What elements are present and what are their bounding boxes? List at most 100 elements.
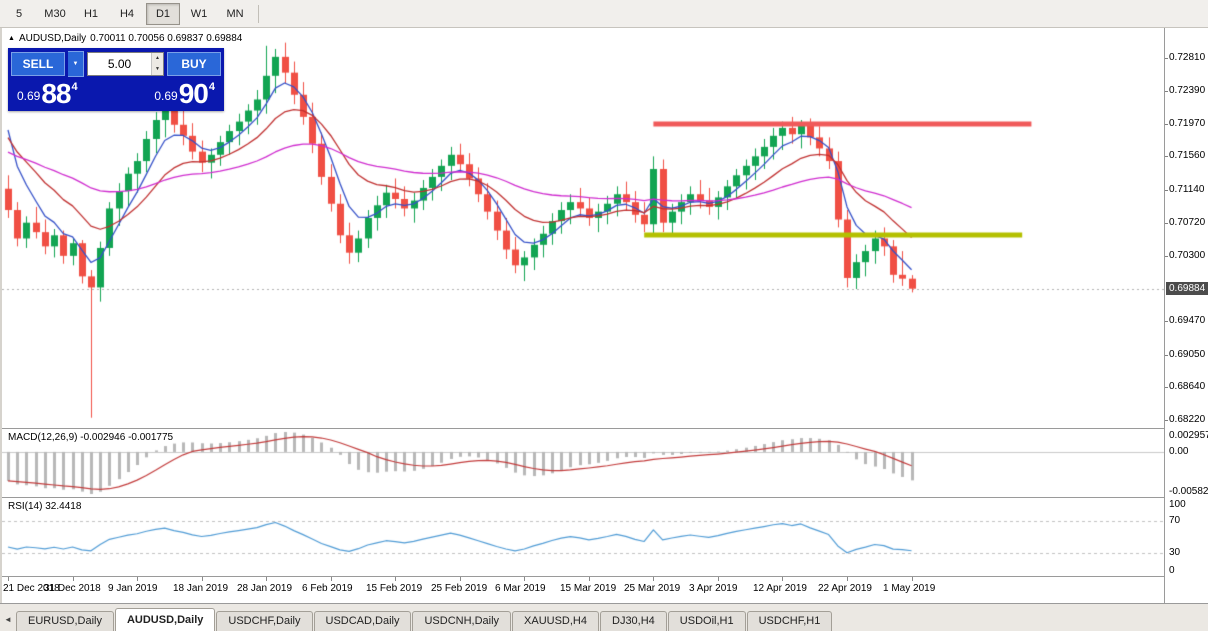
chart-ohlc-values: 0.70011 0.70056 0.69837 0.69884	[90, 33, 243, 44]
one-click-trading-panel: SELL ▼ ▲ ▼ BUY 0.69 88 4 0.69 90 4	[8, 48, 224, 111]
chart-symbol-label: AUDUSD,Daily	[18, 33, 87, 44]
date-label: 12 Apr 2019	[753, 583, 807, 594]
price-scale-tick	[1165, 255, 1168, 257]
buy-price-pip: 4	[208, 81, 215, 93]
chart-tab-usdchf-h1[interactable]: USDCHF,H1	[746, 611, 833, 631]
price-scale-label: 0.70720	[1169, 216, 1206, 228]
chart-tabs-bar: ◄ EURUSD,Daily AUDUSD,Daily USDCHF,Daily US…	[0, 603, 1208, 631]
timeframe-button-h1[interactable]: H1	[83, 7, 99, 20]
chart-tab-usdcnh-daily[interactable]: USDCNH,Daily	[412, 611, 512, 631]
date-label: 1 May 2019	[883, 583, 936, 594]
date-label: 28 Jan 2019	[237, 583, 293, 594]
buy-button[interactable]: BUY	[167, 52, 221, 76]
macd-scale-label: 0.00	[1169, 445, 1189, 457]
buy-price[interactable]: 0.69 90 4	[154, 78, 215, 109]
sell-price-pip: 4	[71, 81, 78, 93]
date-axis[interactable]: 21 Dec 2018 31 Dec 2018 9 Jan 2019 18 Jan 2…	[2, 577, 1164, 603]
date-label: 31 Dec 2018	[44, 583, 101, 594]
price-scale-label: 0.68220	[1169, 414, 1206, 426]
chart-tabs: EURUSD,Daily AUDUSD,Daily USDCHF,Daily USDC…	[16, 604, 833, 631]
order-type-dropdown[interactable]: ▼	[68, 51, 84, 77]
volume-spinner: ▲ ▼	[151, 53, 163, 75]
price-scale-tick	[1165, 189, 1168, 191]
timeframe-button-mn[interactable]: MN	[226, 7, 244, 20]
rsi-indicator-label: RSI(14) 32.4418	[8, 501, 82, 512]
timeframe-button-5[interactable]: 5	[15, 7, 23, 20]
price-scale-tick	[1165, 420, 1168, 422]
volume-input[interactable]	[88, 53, 152, 75]
date-axis-tick	[137, 577, 138, 581]
date-axis-tick	[266, 577, 267, 581]
price-scale-tick	[1165, 123, 1168, 125]
date-axis-tick	[202, 577, 203, 581]
rsi-scale-label: 100	[1169, 499, 1186, 510]
volume-down-icon[interactable]: ▼	[152, 64, 163, 75]
price-scale-label: 0.72390	[1169, 84, 1206, 96]
rsi-scale-label: 30	[1169, 546, 1181, 558]
date-label: 18 Jan 2019	[173, 583, 229, 594]
rsi-scale-label: 70	[1169, 515, 1181, 527]
price-scale-label: 0.69470	[1169, 315, 1206, 327]
dropdown-arrow-icon: ▼	[72, 61, 79, 67]
date-label: 25 Mar 2019	[624, 583, 681, 594]
sell-price-base: 0.69	[17, 89, 41, 103]
price-scale-label: 0.70300	[1169, 249, 1206, 261]
price-scale-label: 0.68640	[1169, 380, 1206, 392]
price-scale[interactable]: 0.72810 0.72390 0.71970 0.71560 0.71140 0.707…	[1164, 28, 1208, 603]
price-scale-tick	[1165, 222, 1168, 224]
rsi-pane[interactable]	[2, 498, 1164, 576]
date-axis-tick	[331, 577, 332, 581]
pane-separator	[2, 576, 1208, 577]
chart-tab-audusd-daily[interactable]: AUDUSD,Daily	[114, 608, 216, 631]
chart-title: ▲ AUDUSD,Daily 0.70011 0.70056 0.69837 0…	[8, 33, 242, 44]
date-axis-tick	[589, 577, 590, 581]
pane-separator[interactable]	[2, 428, 1208, 429]
date-label: 25 Feb 2019	[431, 583, 488, 594]
timeframe-button-w1[interactable]: W1	[190, 7, 208, 20]
chart-tab-usdcad-daily[interactable]: USDCAD,Daily	[313, 611, 412, 631]
date-label: 21 Dec 2018	[3, 583, 60, 594]
macd-pane[interactable]	[2, 429, 1164, 497]
window-edge	[0, 28, 2, 631]
chart-tab-xauusd-h4[interactable]: XAUUSD,H4	[512, 611, 599, 631]
sell-price[interactable]: 0.69 88 4	[17, 78, 78, 109]
price-scale-label: 0.71140	[1169, 183, 1205, 195]
chart-tab-usdchf-daily[interactable]: USDCHF,Daily	[216, 611, 313, 631]
timeframe-button-h4[interactable]: H4	[119, 7, 135, 20]
volume-box: ▲ ▼	[87, 52, 164, 76]
date-axis-tick	[653, 577, 654, 581]
tab-scroll-left-icon[interactable]: ◄	[4, 615, 12, 624]
date-label: 3 Apr 2019	[689, 583, 738, 594]
rsi-scale-label: 0	[1169, 565, 1175, 576]
timeframe-button-d1[interactable]: D1	[146, 2, 180, 25]
price-scale-tick	[1165, 386, 1168, 388]
date-axis-tick	[912, 577, 913, 581]
date-label: 15 Feb 2019	[366, 583, 423, 594]
price-scale-label: 0.71560	[1169, 150, 1206, 162]
date-label: 6 Mar 2019	[495, 583, 546, 594]
volume-up-icon[interactable]: ▲	[152, 53, 163, 64]
chart-tab-dj30-h4[interactable]: DJ30,H4	[600, 611, 667, 631]
date-label: 6 Feb 2019	[302, 583, 353, 594]
price-scale-tick	[1165, 90, 1168, 92]
price-scale-tick	[1165, 57, 1168, 59]
price-scale-tick	[1165, 321, 1168, 323]
date-axis-tick	[718, 577, 719, 581]
sell-button[interactable]: SELL	[11, 52, 65, 76]
timeframe-button-m30[interactable]: M30	[44, 7, 66, 20]
date-axis-tick	[8, 577, 9, 581]
pane-separator[interactable]	[2, 497, 1208, 498]
date-label: 22 Apr 2019	[818, 583, 872, 594]
chart-symbol-icon: ▲	[8, 34, 15, 42]
price-scale-label: 0.69050	[1169, 348, 1206, 360]
date-label: 15 Mar 2019	[560, 583, 617, 594]
chart-tab-usdoil-h1[interactable]: USDOil,H1	[667, 611, 746, 631]
macd-scale-label: 0.002957	[1169, 430, 1208, 441]
date-label: 9 Jan 2019	[108, 583, 158, 594]
price-scale-label: 0.71970	[1169, 117, 1206, 129]
date-axis-tick	[782, 577, 783, 581]
date-axis-tick	[847, 577, 848, 581]
chart-tab-eurusd-daily[interactable]: EURUSD,Daily	[16, 611, 114, 631]
sell-price-big: 88	[41, 78, 71, 109]
buy-price-big: 90	[178, 78, 209, 109]
